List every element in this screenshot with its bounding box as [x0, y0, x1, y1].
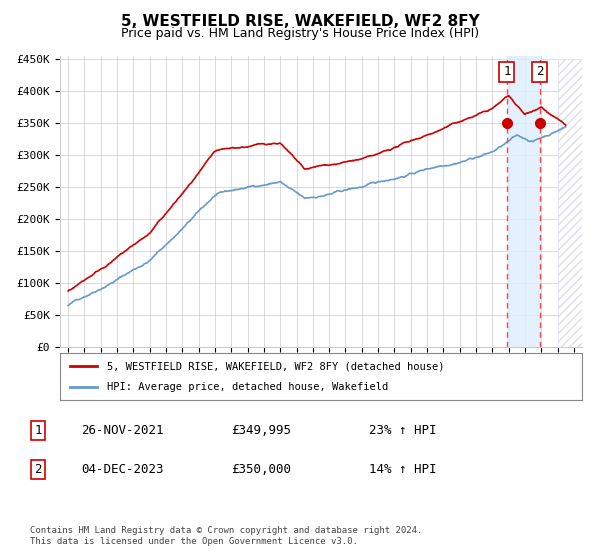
Text: Contains HM Land Registry data © Crown copyright and database right 2024.
This d: Contains HM Land Registry data © Crown c…	[30, 526, 422, 546]
Text: £350,000: £350,000	[231, 463, 291, 476]
Text: 14% ↑ HPI: 14% ↑ HPI	[369, 463, 437, 476]
Text: 1: 1	[34, 424, 41, 437]
Text: 26-NOV-2021: 26-NOV-2021	[81, 424, 164, 437]
Bar	[557, 56, 582, 347]
Text: 5, WESTFIELD RISE, WAKEFIELD, WF2 8FY: 5, WESTFIELD RISE, WAKEFIELD, WF2 8FY	[121, 14, 479, 29]
Text: 2: 2	[34, 463, 41, 476]
Text: 5, WESTFIELD RISE, WAKEFIELD, WF2 8FY (detached house): 5, WESTFIELD RISE, WAKEFIELD, WF2 8FY (d…	[107, 361, 445, 371]
Text: Price paid vs. HM Land Registry's House Price Index (HPI): Price paid vs. HM Land Registry's House …	[121, 27, 479, 40]
Text: 2: 2	[536, 66, 544, 78]
Text: 04-DEC-2023: 04-DEC-2023	[81, 463, 164, 476]
Text: 23% ↑ HPI: 23% ↑ HPI	[369, 424, 437, 437]
Text: HPI: Average price, detached house, Wakefield: HPI: Average price, detached house, Wake…	[107, 382, 388, 392]
Text: 1: 1	[503, 66, 511, 78]
Text: £349,995: £349,995	[231, 424, 291, 437]
Bar	[507, 56, 540, 347]
